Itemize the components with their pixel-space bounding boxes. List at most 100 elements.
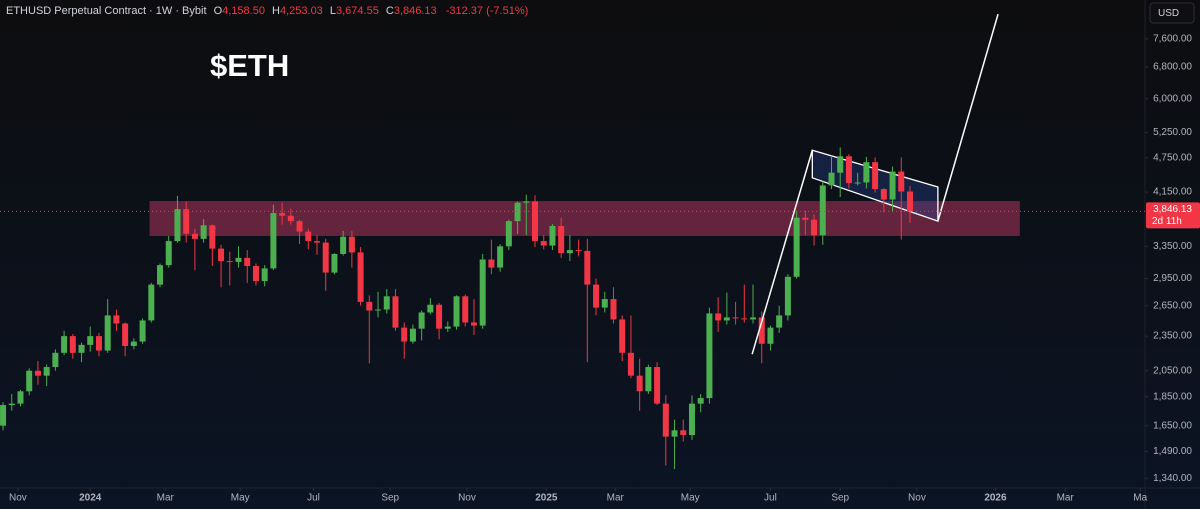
- candle-body: [549, 225, 556, 246]
- candle-body: [218, 248, 225, 262]
- y-tick-label: 4,150.00: [1153, 187, 1192, 198]
- candle-body: [165, 241, 172, 266]
- candle-body: [697, 398, 704, 404]
- x-tick-label: Ma: [1133, 493, 1147, 504]
- currency-button[interactable]: [1149, 2, 1195, 24]
- candle-body: [418, 312, 425, 329]
- candle-body: [366, 301, 373, 311]
- candle-body: [671, 430, 678, 437]
- candle-body: [392, 296, 399, 328]
- candle-body: [270, 213, 277, 269]
- candle-body: [383, 296, 390, 310]
- candle-body: [453, 296, 460, 327]
- x-tick-label: Jul: [764, 493, 777, 504]
- candle-body: [610, 299, 617, 320]
- candle-body: [793, 217, 800, 277]
- candle-body: [732, 317, 739, 319]
- y-tick-label: 1,650.00: [1153, 420, 1192, 431]
- candle-body: [584, 250, 591, 285]
- candle-body: [87, 336, 94, 345]
- candle-body: [409, 328, 416, 342]
- candle-body: [95, 336, 102, 351]
- candle-body: [244, 257, 251, 266]
- legend-value: 4,253.03: [279, 5, 323, 17]
- y-tick-label: 2,950.00: [1153, 273, 1192, 284]
- legend-change: -312.37 (-7.51%): [445, 5, 529, 17]
- y-tick-label: 3,350.00: [1153, 241, 1192, 252]
- candle-body: [348, 236, 355, 253]
- x-tick-label: 2025: [535, 493, 558, 504]
- candle-body: [52, 352, 59, 368]
- candle-body: [750, 317, 757, 320]
- candle-body: [854, 182, 861, 184]
- plot-area: [0, 13, 1020, 470]
- candle-body: [26, 370, 33, 392]
- legend-value: 4,158.50: [222, 5, 265, 17]
- candle-body: [741, 318, 748, 320]
- candle-body: [688, 403, 695, 436]
- candle-body: [662, 403, 669, 437]
- legend-value: 3,846.13: [393, 5, 437, 17]
- candle-body: [279, 213, 286, 216]
- legend-value: 3,674.55: [336, 5, 379, 17]
- x-tick-label: Nov: [908, 493, 926, 504]
- candle-body: [654, 367, 661, 404]
- currency-label[interactable]: USD: [1158, 8, 1179, 19]
- x-tick-label: Sep: [831, 493, 849, 504]
- candle-body: [479, 259, 486, 326]
- candle-body: [627, 352, 634, 376]
- candle-body: [863, 162, 870, 183]
- candle-body: [619, 319, 626, 353]
- candle-body: [575, 250, 582, 252]
- y-tick-label: 2,050.00: [1153, 365, 1192, 376]
- candle-body: [680, 430, 687, 436]
- x-tick-label: 2026: [984, 493, 1007, 504]
- x-tick-label: Sep: [381, 493, 399, 504]
- candle-body: [845, 156, 852, 184]
- x-tick-label: Nov: [458, 493, 476, 504]
- candle-body: [566, 250, 573, 254]
- candle-body: [375, 309, 382, 311]
- candle-body: [296, 221, 303, 232]
- candle-body: [828, 172, 835, 186]
- candle-body: [104, 315, 111, 351]
- candle-body: [209, 225, 216, 249]
- candle-body: [148, 284, 155, 321]
- x-tick-label: Mar: [1057, 493, 1075, 504]
- candle-body: [523, 201, 530, 203]
- candle-body: [540, 241, 547, 246]
- candle-body: [322, 242, 329, 273]
- candle-body: [436, 304, 443, 329]
- candle-body: [898, 171, 905, 192]
- candle-body: [340, 236, 347, 254]
- candle-body: [497, 246, 504, 268]
- candle-body: [514, 202, 521, 222]
- y-tick-label: 1,340.00: [1153, 473, 1192, 484]
- candle-body: [174, 209, 181, 242]
- candle-body: [401, 327, 408, 342]
- y-tick-label: 6,000.00: [1153, 93, 1192, 104]
- candle-body: [758, 317, 765, 344]
- candle-body: [880, 189, 887, 200]
- x-tick-label: Mar: [607, 493, 625, 504]
- candle-body: [357, 252, 364, 302]
- candle-body: [113, 315, 120, 324]
- candle-body: [444, 326, 451, 329]
- candle-body: [532, 201, 539, 242]
- candle-body: [305, 231, 312, 242]
- annotation: $ETH: [210, 48, 289, 83]
- x-tick-label: Jul: [307, 493, 320, 504]
- candle-body: [261, 268, 268, 282]
- candle-body: [802, 217, 809, 220]
- legend-key: O: [213, 5, 223, 17]
- legend-key: L: [329, 5, 336, 17]
- candle-body: [505, 221, 512, 247]
- trendline: [751, 150, 814, 355]
- candle-body: [226, 261, 233, 263]
- x-tick-label: Nov: [9, 493, 27, 504]
- candle-body: [8, 403, 15, 406]
- candle-body: [819, 185, 826, 236]
- candle-body: [78, 344, 85, 353]
